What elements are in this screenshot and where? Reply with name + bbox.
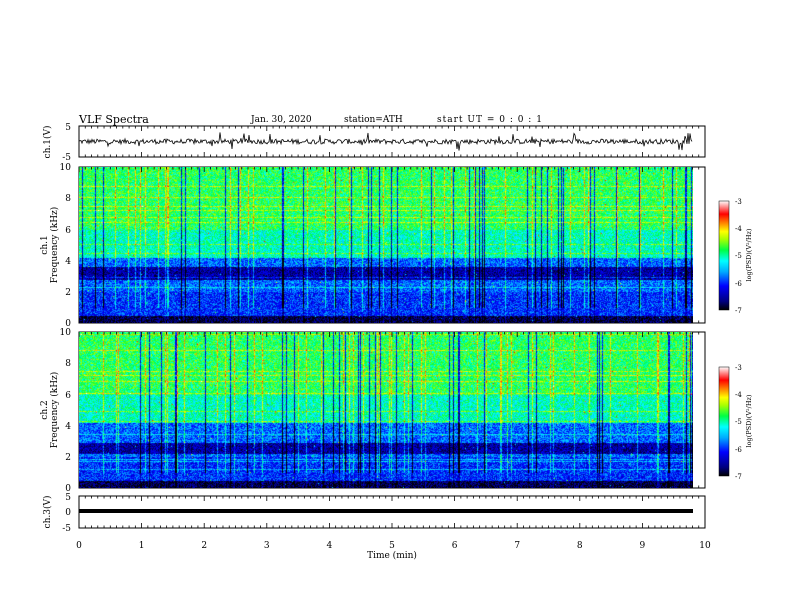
ch2-cbar-tick: -5 [735, 418, 742, 426]
x-tick-label: 2 [201, 541, 207, 551]
x-tick-label: 3 [264, 541, 270, 551]
ch1-wave-ylabel: ch.1(V) [42, 126, 53, 159]
ch2-colorbar [718, 366, 730, 477]
start-ut-label: start UT = 0 : 0 : 1 [437, 115, 543, 125]
x-tick-label: 10 [699, 541, 711, 551]
ch1-waveform-line [78, 132, 693, 151]
ch2-spec-ytick: 0 [65, 484, 71, 494]
x-tick-label: 0 [76, 541, 82, 551]
ch1-wave-ytick: -5 [62, 153, 71, 163]
ch1-spec-ytick: 0 [65, 319, 71, 329]
x-tick-label: 4 [327, 541, 333, 551]
ch1-spec-ytick: 6 [65, 226, 71, 236]
ch1-spec-ylabel-freq: Frequency (kHz) [49, 207, 60, 284]
ch1-spec-ylabel-channel: ch.1 [40, 235, 50, 254]
ch2-cbar-tick: -3 [735, 364, 742, 372]
ch1-spec-ytick: 2 [65, 288, 71, 298]
ch2-spectrogram-image [79, 332, 693, 488]
ch3-wave-ytick: 0 [65, 508, 71, 518]
ch1-cbar-tick: -3 [735, 198, 742, 206]
date-label: Jan. 30, 2020 [251, 115, 312, 125]
ch1-cbar-tick: -7 [735, 307, 742, 315]
station-label: station=ATH [344, 115, 403, 125]
ch3-wave-ytick: -5 [62, 524, 71, 534]
x-tick-label: 7 [514, 541, 520, 551]
ch1-wave-ytick: 5 [65, 123, 71, 133]
figure-title: VLF Spectra [79, 113, 149, 126]
ch1-cbar-tick: -5 [735, 252, 742, 260]
x-tick-label: 6 [452, 541, 458, 551]
ch2-spec-ytick: 4 [65, 422, 71, 432]
x-tick-label: 1 [139, 541, 145, 551]
ch2-cbar-tick: -4 [735, 391, 742, 399]
ch2-cbar-tick: -6 [735, 446, 742, 454]
ch1-spec-ytick: 10 [60, 163, 72, 173]
x-axis-label: Time (min) [367, 550, 417, 561]
ch1-cbar-tick: -6 [735, 280, 742, 288]
ch2-cbar-label: log(PSD)(V²/Hz) [745, 394, 753, 447]
ch1-spec-ytick: 8 [65, 194, 71, 204]
ch2-spec-ytick: 10 [60, 328, 72, 338]
x-axis-ticks [78, 126, 706, 528]
ch1-spectrogram-image [79, 167, 693, 323]
ch1-spec-ytick: 4 [65, 257, 71, 267]
x-tick-label: 9 [640, 541, 646, 551]
ch2-cbar-tick: -7 [735, 473, 742, 481]
ch1-colorbar [718, 200, 730, 311]
ch2-spec-ylabel-freq: Frequency (kHz) [49, 372, 60, 449]
x-tick-label: 8 [577, 541, 583, 551]
ch2-spec-ytick: 6 [65, 391, 71, 401]
ch1-cbar-label: log(PSD)(V²/Hz) [745, 228, 753, 281]
ch3-wave-ylabel: ch.3(V) [42, 496, 53, 529]
ch2-spec-ytick: 2 [65, 453, 71, 463]
ch2-spec-ylabel-channel: ch.2 [40, 400, 50, 419]
x-tick-label: 5 [389, 541, 395, 551]
ch2-spec-ytick: 8 [65, 359, 71, 369]
ch3-wave-ytick: 5 [65, 493, 71, 503]
ch1-cbar-tick: -4 [735, 225, 742, 233]
